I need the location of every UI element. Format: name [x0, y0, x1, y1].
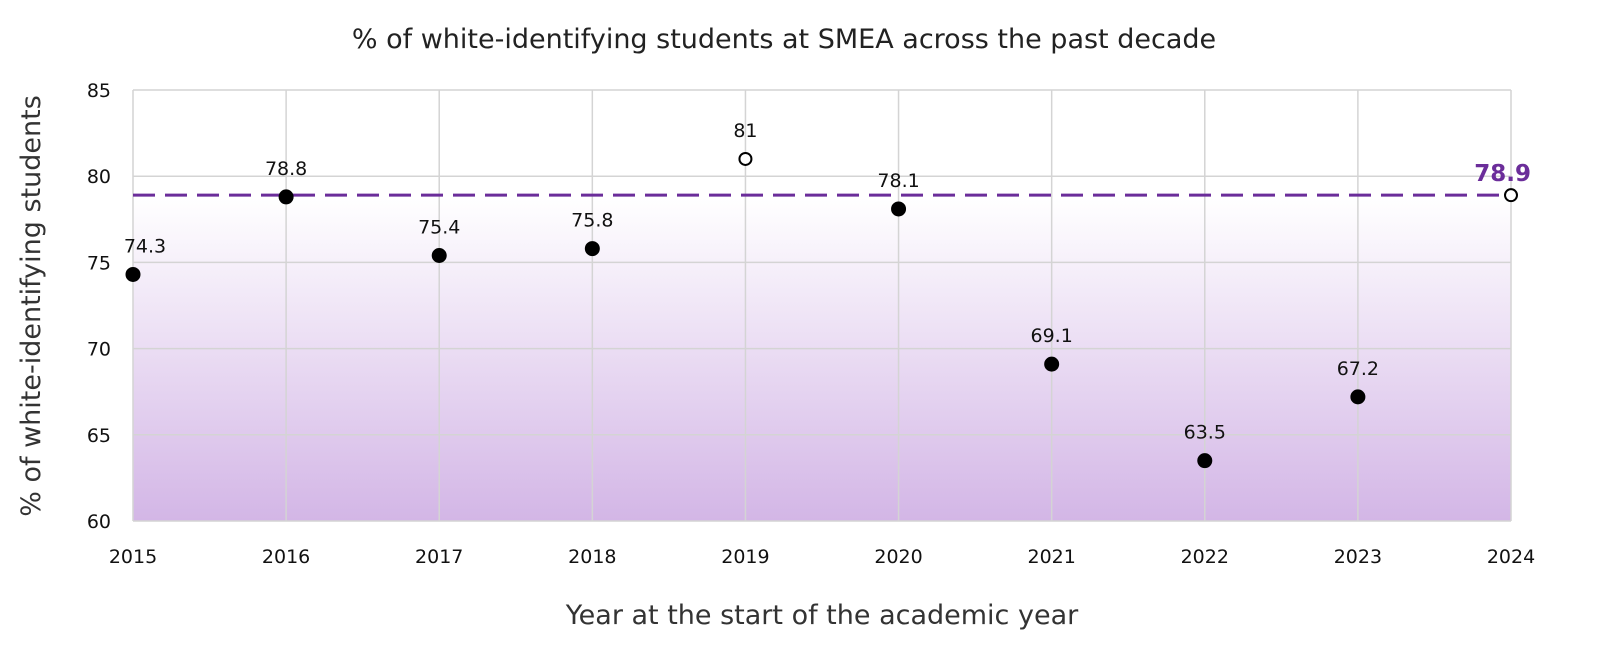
data-labels: 74.3 78.8 75.4 75.8 81 78.1 69.1 63.5 67.2 [124, 120, 1379, 444]
data-point [278, 189, 294, 205]
y-axis-title: % of white-identifying students [16, 95, 47, 517]
reference-line-label: 78.9 [1474, 161, 1531, 187]
x-tick-label: 2022 [1181, 546, 1229, 568]
data-label: 74.3 [124, 235, 166, 257]
data-points [125, 151, 1518, 469]
y-tick-label: 85 [87, 80, 111, 102]
x-axis-title: Year at the start of the academic year [565, 600, 1079, 631]
y-tick-label: 75 [87, 252, 111, 274]
x-tick-label: 2015 [109, 546, 157, 568]
y-tick-label: 70 [87, 339, 111, 361]
data-label: 75.4 [418, 217, 460, 239]
x-tick-label: 2016 [262, 546, 310, 568]
data-point [1044, 356, 1060, 372]
x-tick-label: 2024 [1487, 546, 1535, 568]
y-tick-label: 65 [87, 425, 111, 447]
y-tick-label: 60 [87, 511, 111, 533]
x-axis-tick-labels: 2015 2016 2017 2018 2019 2020 2021 2022 2023 2024 [109, 546, 1535, 568]
data-label: 78.1 [877, 170, 919, 192]
x-tick-label: 2017 [415, 546, 463, 568]
data-point [431, 248, 447, 264]
data-point [1350, 389, 1366, 405]
data-point [584, 241, 600, 257]
data-label: 78.8 [265, 158, 307, 180]
data-point [891, 201, 907, 217]
data-label: 67.2 [1337, 358, 1379, 380]
x-tick-label: 2021 [1027, 546, 1075, 568]
x-tick-label: 2019 [721, 546, 769, 568]
x-tick-label: 2018 [568, 546, 616, 568]
data-label: 81 [733, 120, 757, 142]
data-label: 63.5 [1184, 422, 1226, 444]
data-point [1197, 453, 1213, 469]
x-tick-label: 2023 [1334, 546, 1382, 568]
x-tick-label: 2020 [874, 546, 922, 568]
data-point [1504, 188, 1518, 203]
data-point [125, 266, 141, 282]
plot-background [133, 90, 1511, 521]
chart-title: % of white-identifying students at SMEA … [352, 24, 1216, 55]
data-point [738, 151, 753, 166]
y-axis-tick-labels: 60 65 70 75 80 85 [87, 80, 111, 533]
data-label: 69.1 [1031, 325, 1073, 347]
y-tick-label: 80 [87, 166, 111, 188]
y-gridlines [133, 89, 1511, 522]
data-label: 75.8 [571, 210, 613, 232]
